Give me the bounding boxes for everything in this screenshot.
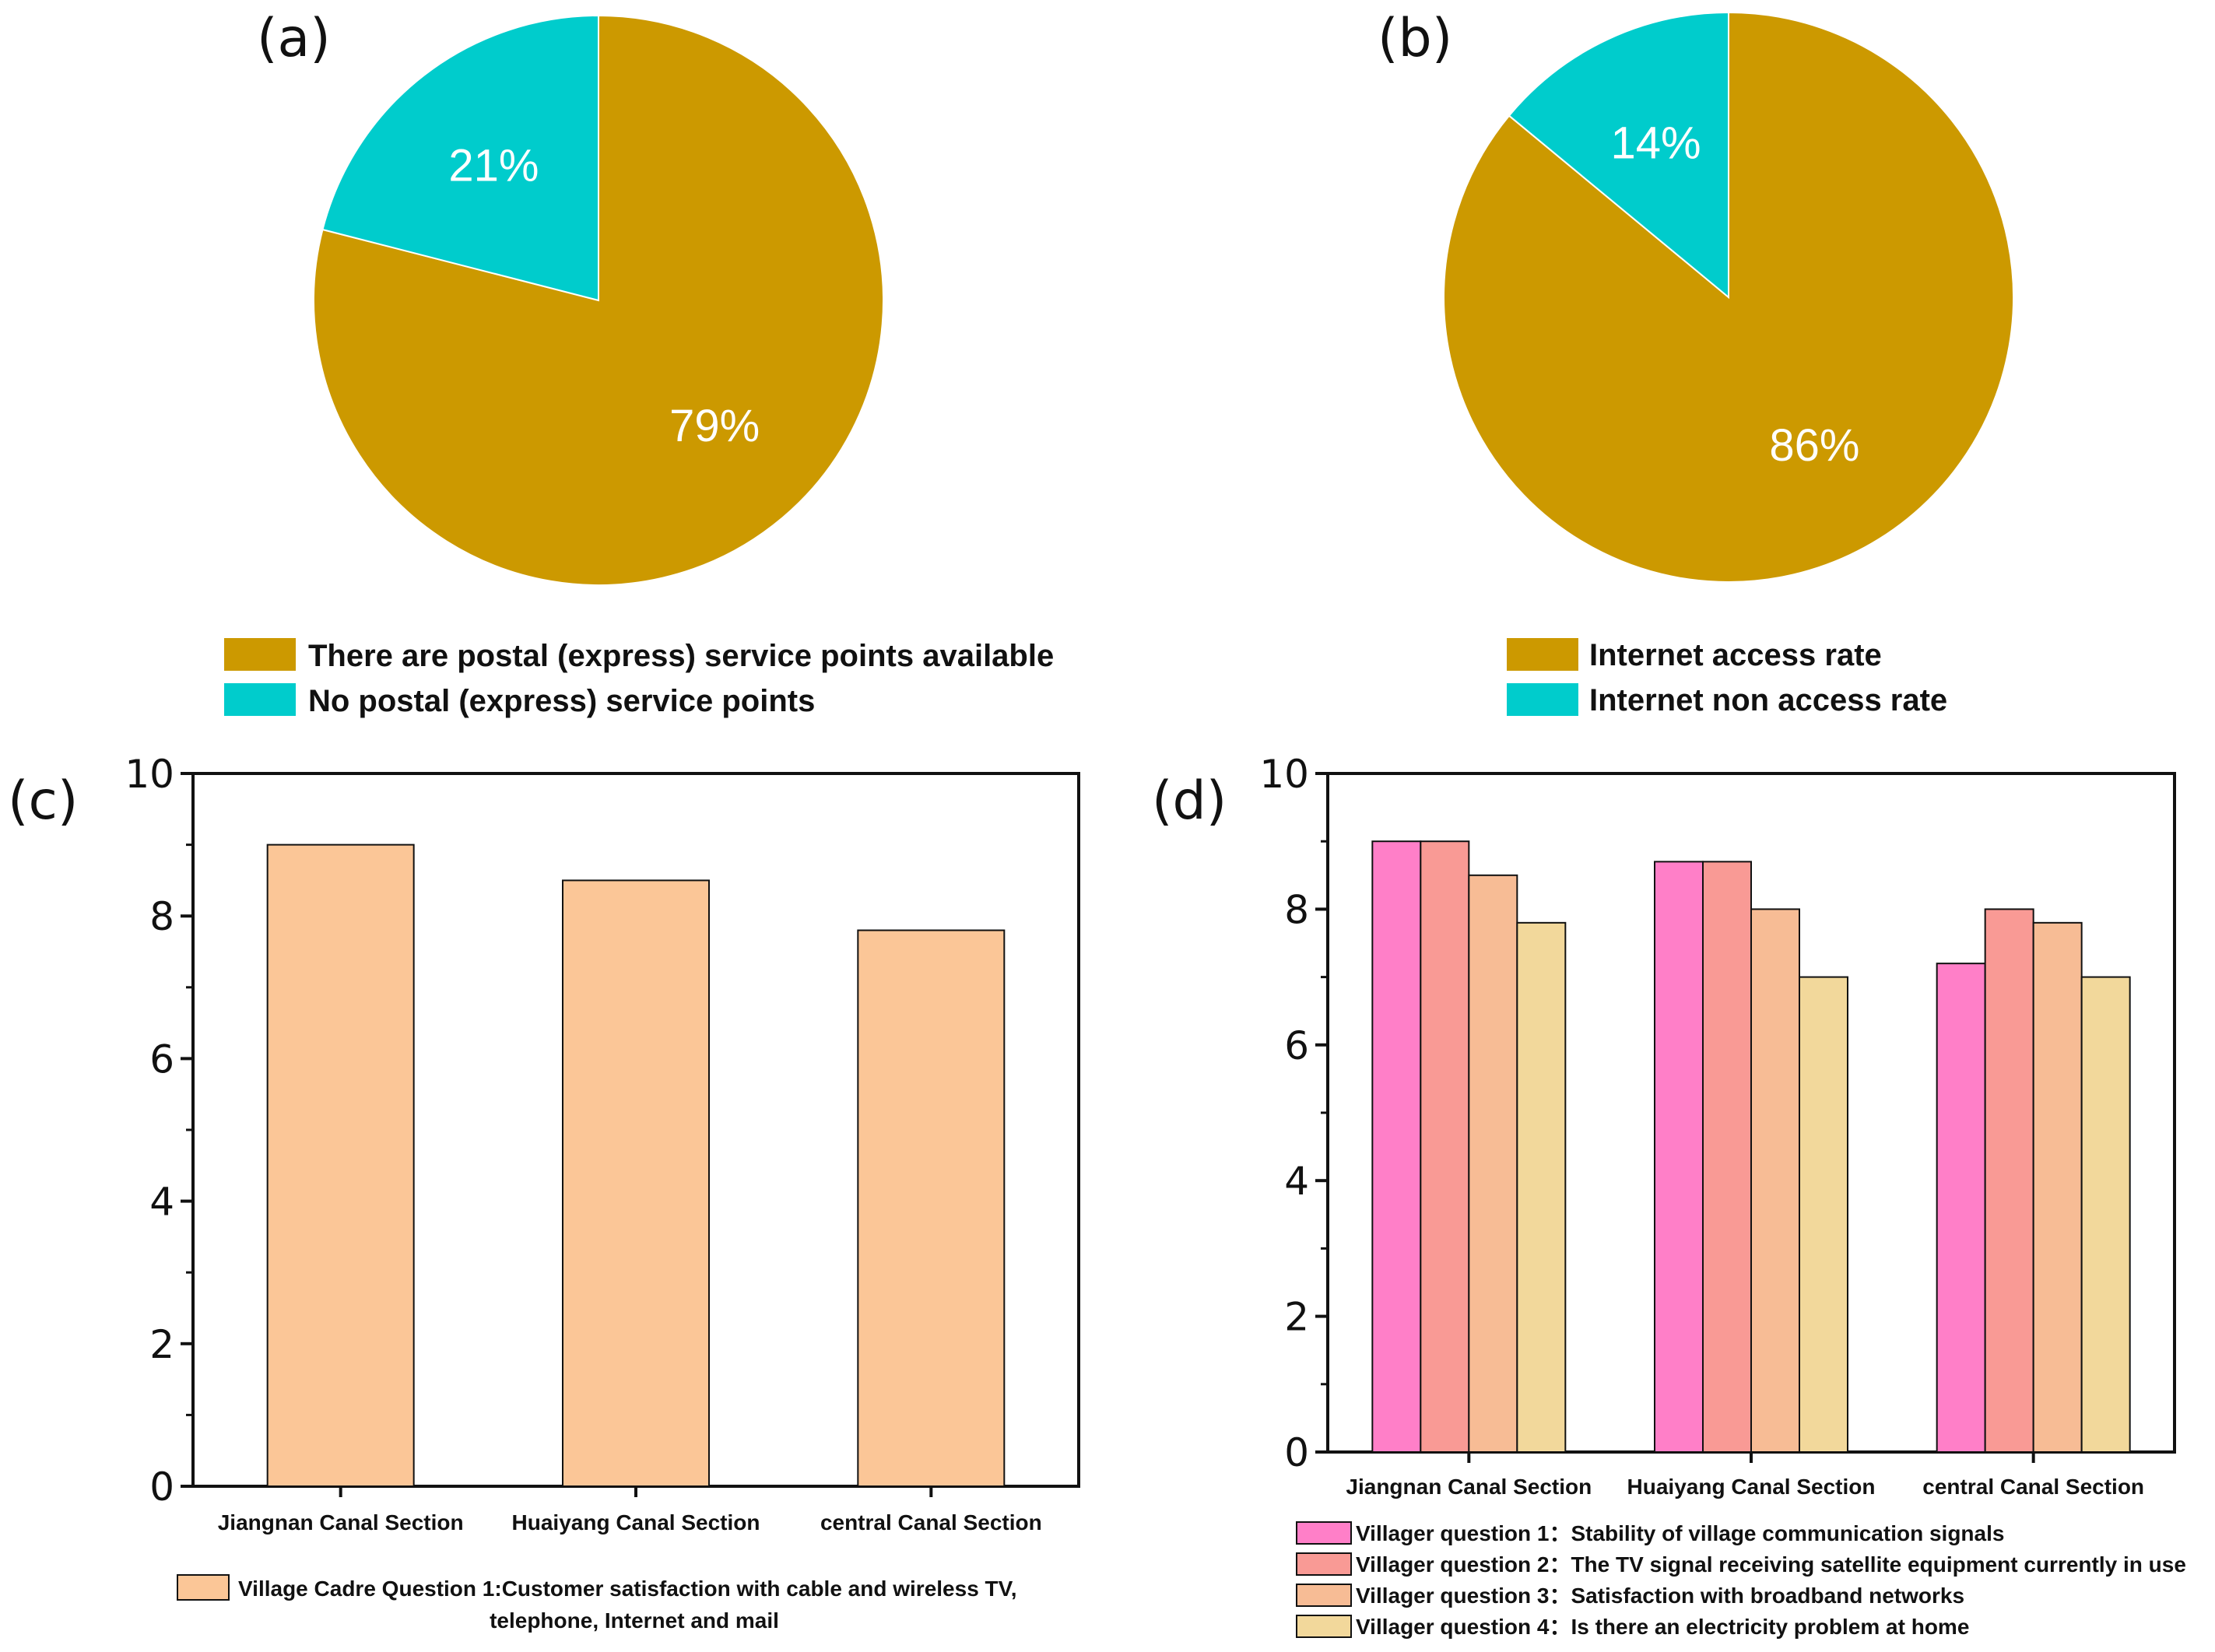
chart-d-bar <box>1799 976 1848 1453</box>
legend-d-swatch-q1 <box>1296 1521 1352 1545</box>
bar-chart-d: 0 2 4 6 8 10 Jiangnan Canal Section Huaiyang … <box>1259 752 2186 1639</box>
chart-d-tick-label: 10 <box>1259 752 1309 797</box>
legend-c-label-line1: Village Cadre Question 1:Customer satisf… <box>238 1577 1017 1601</box>
pie-b: 86% 14% <box>1442 11 2014 583</box>
pie-a-label-postal-available: 79% <box>669 401 760 451</box>
legend-d-swatch-q3 <box>1296 1584 1352 1607</box>
chart-c-tick-label: 4 <box>149 1180 174 1225</box>
legend-d-swatch-q2 <box>1296 1552 1352 1576</box>
chart-d-bar <box>1750 908 1800 1453</box>
panel-label-d: (d) <box>1152 770 1227 832</box>
chart-c-tick-label: 0 <box>149 1464 174 1510</box>
legend-b: Internet access rate Internet non access… <box>1507 638 1947 717</box>
chart-d-tick-label: 0 <box>1284 1430 1309 1475</box>
chart-d-category-label: Jiangnan Canal Section <box>1346 1475 1592 1499</box>
chart-d-bar <box>1371 840 1422 1453</box>
legend-d-label-q3: Villager question 3：Satisfaction with br… <box>1356 1584 1964 1608</box>
chart-d-category-label: Huaiyang Canal Section <box>1627 1475 1876 1499</box>
chart-c-category-label: central Canal Section <box>820 1510 1042 1535</box>
chart-c-bar <box>562 879 710 1487</box>
pie-b-label-non-access: 14% <box>1610 117 1701 168</box>
chart-d-bar <box>1468 874 1518 1454</box>
legend-c-swatch <box>177 1574 230 1601</box>
chart-d-bar <box>1654 861 1704 1453</box>
pie-b-slice-non-access <box>1508 11 1729 300</box>
chart-c-tick-label: 10 <box>125 752 174 797</box>
legend-a-swatch-no-postal <box>224 683 296 716</box>
chart-c-category-label: Huaiyang Canal Section <box>512 1510 760 1535</box>
legend-d-label-q2: Villager question 2：The TV signal receiv… <box>1356 1552 2186 1577</box>
legend-a-label-no-postal: No postal (express) service points <box>308 684 815 718</box>
chart-d-category-label: central Canal Section <box>1922 1475 2144 1499</box>
chart-d-bar <box>1702 861 1752 1453</box>
chart-c-bars <box>266 844 1006 1497</box>
chart-d-bar <box>1936 963 1986 1454</box>
chart-c-category-label: Jiangnan Canal Section <box>218 1510 464 1535</box>
legend-b-swatch-access <box>1507 638 1578 671</box>
legend-c-label-line2: telephone, Internet and mail <box>490 1608 779 1633</box>
panel-label-b: (b) <box>1378 8 1452 69</box>
chart-d-bar <box>2032 921 2083 1453</box>
legend-d: Villager question 1：Stability of village… <box>1296 1521 2186 1639</box>
pie-a: 79% 21% <box>313 14 884 586</box>
legend-b-label-non-access: Internet non access rate <box>1589 683 1947 717</box>
legend-a-label-postal-available: There are postal (express) service point… <box>308 639 1054 673</box>
chart-d-bar <box>1516 921 1567 1453</box>
chart-d-tick-label: 2 <box>1284 1295 1309 1340</box>
legend-d-label-q1: Villager question 1：Stability of village… <box>1356 1521 2004 1545</box>
legend-b-label-access: Internet access rate <box>1589 638 1882 672</box>
pie-a-label-no-postal: 21% <box>448 140 539 191</box>
chart-c-bar <box>266 844 415 1487</box>
chart-d-tick-label: 8 <box>1284 887 1309 932</box>
chart-c-bar <box>857 929 1006 1487</box>
chart-c-tick-label: 2 <box>149 1322 174 1367</box>
panel-label-a: (a) <box>257 8 331 69</box>
chart-c-y-axis: 0 2 4 6 8 10 <box>125 752 193 1510</box>
chart-c-tick-label: 6 <box>149 1036 174 1082</box>
chart-d-tick-label: 4 <box>1284 1159 1309 1204</box>
bar-chart-c: 0 2 4 6 8 10 Jiangnan Canal Section Huaiyang … <box>125 752 1080 1633</box>
panel-label-c: (c) <box>8 770 78 832</box>
chart-d-bar <box>1984 908 2034 1453</box>
legend-d-label-q4: Villager question 4：Is there an electric… <box>1356 1615 1969 1639</box>
legend-a-swatch-postal-available <box>224 638 296 671</box>
legend-b-swatch-non-access <box>1507 683 1578 716</box>
chart-c-tick-label: 8 <box>149 894 174 939</box>
chart-d-bar <box>2080 976 2131 1453</box>
legend-d-swatch-q4 <box>1296 1615 1352 1638</box>
chart-d-y-axis: 0 2 4 6 8 10 <box>1259 752 1328 1475</box>
legend-a: There are postal (express) service point… <box>224 638 1054 718</box>
pie-b-slice-access <box>1442 11 2014 583</box>
pie-a-slice-no-postal <box>321 14 599 302</box>
chart-d-bar <box>1420 840 1470 1453</box>
chart-d-bars <box>1371 840 2131 1463</box>
chart-d-tick-label: 6 <box>1284 1023 1309 1068</box>
pie-b-label-access: 86% <box>1769 420 1859 471</box>
